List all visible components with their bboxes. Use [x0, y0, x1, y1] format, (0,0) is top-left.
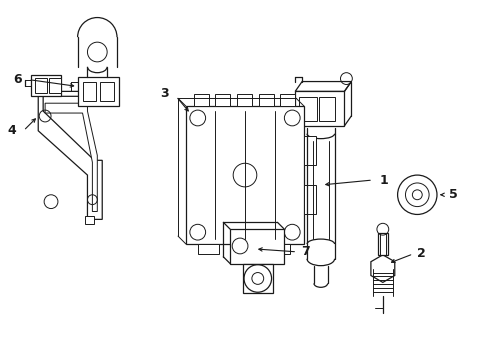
- Bar: [31, 75, 61, 96]
- Bar: [230, 229, 284, 264]
- Bar: [268, 244, 290, 254]
- Bar: [100, 82, 114, 101]
- Polygon shape: [38, 91, 102, 219]
- Bar: [35, 78, 47, 93]
- Bar: [185, 106, 304, 244]
- Bar: [193, 94, 208, 106]
- Bar: [243, 264, 272, 293]
- Text: 2: 2: [416, 247, 425, 260]
- Text: 6: 6: [13, 73, 21, 86]
- Bar: [49, 78, 61, 93]
- Bar: [258, 94, 273, 106]
- Bar: [78, 77, 119, 106]
- Bar: [233, 244, 254, 254]
- Text: 4: 4: [8, 124, 17, 137]
- Text: 5: 5: [448, 188, 457, 201]
- Polygon shape: [45, 103, 97, 212]
- Text: 1: 1: [379, 174, 388, 186]
- Text: 3: 3: [160, 87, 169, 100]
- Bar: [280, 94, 295, 106]
- Bar: [84, 216, 94, 224]
- Bar: [304, 185, 315, 215]
- Bar: [295, 91, 344, 126]
- Bar: [299, 97, 316, 121]
- Bar: [318, 97, 334, 121]
- Bar: [82, 82, 96, 101]
- Bar: [197, 244, 219, 254]
- Text: 7: 7: [301, 246, 309, 258]
- Bar: [215, 94, 230, 106]
- Bar: [377, 233, 387, 255]
- Bar: [237, 94, 251, 106]
- Polygon shape: [370, 255, 394, 282]
- Polygon shape: [295, 82, 350, 91]
- Bar: [304, 136, 315, 165]
